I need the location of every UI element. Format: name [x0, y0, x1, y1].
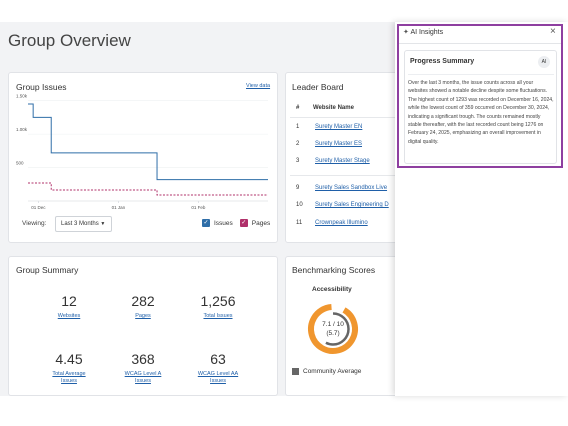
ai-badge: AI — [538, 56, 550, 68]
community-score: (5.7) — [326, 330, 340, 337]
divider — [290, 175, 400, 176]
card-title: Group Issues — [16, 82, 67, 92]
viewing-label: Viewing: — [22, 220, 47, 227]
stat: 4.45 Total Average Issues — [34, 351, 104, 385]
divider — [290, 117, 400, 118]
stat: 63 WCAG Level AA Issues — [183, 351, 253, 385]
legend-swatch — [292, 368, 299, 375]
rank: 10 — [296, 202, 303, 208]
stat-value: 4.45 — [55, 351, 83, 367]
close-button[interactable]: × — [550, 26, 556, 37]
card-title: Group Summary — [16, 265, 79, 275]
stat-link[interactable]: WCAG Level AA Issues — [197, 371, 239, 384]
stat: 12 Websites — [34, 293, 104, 320]
website-link[interactable]: Surety Master Stage — [315, 158, 370, 164]
column-header: # — [296, 105, 300, 111]
legend-label: Issues — [214, 219, 233, 227]
score-ring — [308, 304, 358, 354]
legend-label: Community Average — [303, 368, 362, 375]
stat-link[interactable]: Websites — [57, 313, 81, 319]
stat-value: 63 — [210, 351, 226, 367]
stat-value: 368 — [131, 351, 155, 367]
rank: 2 — [296, 141, 300, 147]
website-link[interactable]: Surety Sales Sandbox Live — [315, 185, 388, 191]
column-header: Website Name — [313, 105, 354, 111]
page-title: Group Overview — [8, 31, 131, 50]
series-line — [28, 182, 268, 196]
stat: 282 Pages — [108, 293, 178, 320]
community-ring — [316, 312, 350, 346]
legend-checkbox[interactable]: ✓ — [202, 219, 210, 227]
period-dropdown[interactable]: Last 3 Months ▼ — [55, 216, 112, 232]
highlight-box — [397, 24, 563, 168]
stat-link[interactable]: Total Average Issues — [52, 371, 86, 384]
card-title: Leader Board — [292, 82, 344, 92]
divider — [399, 43, 561, 44]
x-tick-label: 01 Jan — [112, 205, 126, 210]
rank: 9 — [296, 185, 300, 191]
score: 7.1 / 10 — [322, 321, 344, 328]
card-title: Benchmarking Scores — [292, 265, 376, 275]
website-link[interactable]: Surety Master EN — [315, 124, 363, 130]
y-tick-label: 1.00k — [16, 127, 28, 132]
y-tick-label: 1.50k — [16, 94, 28, 99]
stat-value: 12 — [61, 293, 77, 309]
category: Accessibility — [312, 286, 352, 293]
x-tick-label: 01 Dec — [31, 205, 46, 210]
view-data-link[interactable]: View data — [246, 83, 271, 89]
rank: 11 — [296, 220, 303, 226]
panel-title-text: AI Insights — [410, 29, 444, 36]
group-summary-card — [8, 256, 278, 396]
card-title: Progress Summary — [410, 58, 475, 65]
stat-link[interactable]: Pages — [135, 313, 151, 319]
stat: 368 WCAG Level A Issues — [108, 351, 178, 385]
period-text: Last 3 Months — [61, 221, 99, 227]
rank: 3 — [296, 158, 300, 164]
issues-chart: 1.50k 1.00k 500 01 Dec 01 Jan 01 Feb — [16, 94, 268, 210]
y-tick-label: 500 — [16, 161, 24, 166]
stat: 1,256 Total Issues — [183, 293, 253, 320]
stat-value: 1,256 — [200, 293, 236, 309]
stat-link[interactable]: Total Issues — [203, 313, 233, 319]
rank: 1 — [296, 124, 300, 130]
stat-link[interactable]: WCAG Level A Issues — [124, 371, 162, 384]
x-tick-label: 01 Feb — [191, 205, 206, 210]
series-line — [28, 103, 268, 181]
legend: ✓ Issues ✓ Pages — [202, 219, 273, 227]
legend-checkbox[interactable]: ✓ — [239, 219, 248, 227]
ai-panel — [395, 22, 568, 396]
legend-label: Pages — [251, 219, 271, 227]
website-link[interactable]: Crownpeak Illumino — [315, 220, 368, 226]
panel-title: ✦ AI Insights — [403, 29, 444, 36]
insight-text: Over the last 3 months, the issue counts… — [408, 74, 554, 162]
website-link[interactable]: Surety Sales Engineering D — [315, 202, 389, 208]
website-link[interactable]: Surety Master ES — [315, 141, 363, 147]
donut — [308, 304, 358, 354]
insight-card — [404, 50, 557, 164]
stat-value: 282 — [131, 293, 155, 309]
